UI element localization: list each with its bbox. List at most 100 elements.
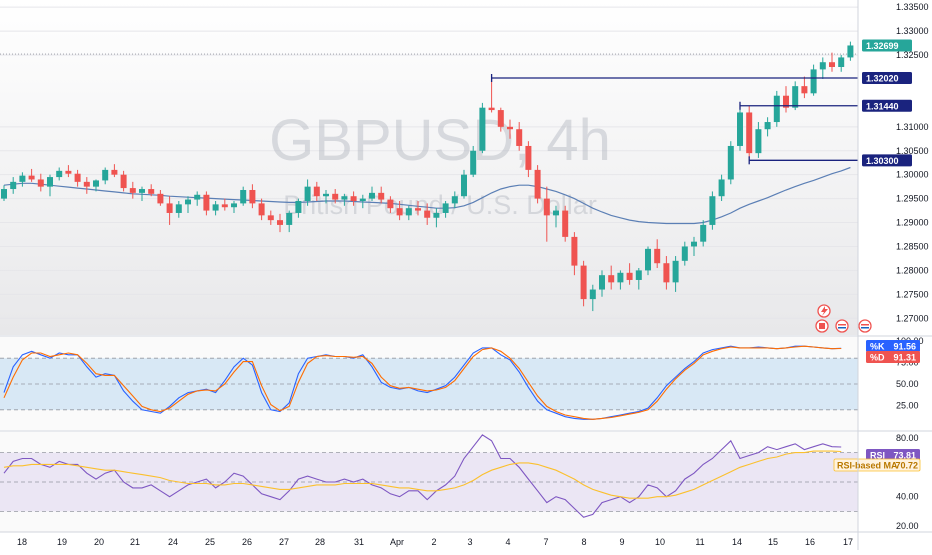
candle-body [838,57,845,67]
stochastic-pane[interactable] [0,337,858,430]
candle [286,210,293,233]
candle-body [313,186,320,197]
candle-body [599,275,605,290]
date-tick-label: 31 [354,537,364,547]
date-tick-label: 25 [205,537,215,547]
indicator-legend-box [866,351,920,363]
candle-body [323,193,329,197]
lightning-icon[interactable] [817,304,831,318]
candle [83,177,90,194]
indicator-legend-box [866,449,920,461]
stochastic-band [0,357,858,411]
candle [525,141,532,178]
time-axis[interactable]: 18 19 20 21 24 25 26 27 28 31 Apr 2 3 4 7 8 9 10 11 14 15 16 1… [17,537,853,547]
date-tick-label: 3 [467,537,472,547]
indicator-legend-key: %D [870,353,885,363]
candle [553,205,559,228]
candle [810,64,817,96]
candle-body [663,263,670,283]
price-tick-label: 1.27000 [896,313,929,323]
candle-body [405,208,412,216]
candle-body [718,179,725,197]
candle [681,241,688,266]
candle [47,174,53,197]
stochastic-lines [3,345,842,420]
current-price-tag-box [862,39,912,52]
candle-body [102,169,109,181]
candle-body [635,270,642,280]
candle [221,198,228,211]
candle [608,265,615,290]
candle [332,189,339,204]
candle-body [727,145,734,180]
candle [461,169,467,199]
date-tick-label: 27 [279,537,289,547]
candle-body [332,193,339,200]
price-pane[interactable]: GBPUSD, 4h British Pound / U.S. Dollar [0,0,872,335]
date-tick-label: 28 [315,537,325,547]
candle [645,246,651,276]
candle-body [359,198,366,201]
candle [424,203,431,225]
level-price-tag: 1.31440 [862,99,912,112]
candle [203,191,210,216]
candle [267,210,274,225]
candle [442,201,449,218]
candle [295,198,302,218]
candle-body [470,150,477,175]
candle-body [19,175,26,182]
candle-body [534,169,541,199]
price-tick-label: 1.28000 [896,265,929,275]
indicator-legend-value: 73.81 [893,451,916,461]
candle [194,191,201,206]
events-icons[interactable] [815,319,872,333]
candle-body [120,174,127,189]
candle-body [543,198,550,216]
candle [148,184,155,197]
level-lines[interactable] [490,74,858,165]
price-tick-label: 1.33000 [896,26,929,36]
candle [37,173,44,192]
candle [65,165,72,178]
rsi-tick-label: 20.00 [896,521,919,531]
current-price-tag: 1.32699 [862,39,912,52]
date-tick-label: 24 [168,537,178,547]
candle-body [378,192,385,200]
candle [304,179,311,206]
candle-body [65,170,72,174]
price-tick-label: 1.30000 [896,170,929,180]
level-price-tag-text: 1.31440 [866,101,899,111]
price-grid [0,6,858,319]
price-tags: 1.32699 1.32020 1.31440 1.30300 %K 91.56 %D 91.… [833,39,921,472]
rsi-pane[interactable] [0,432,858,532]
date-tick-label: 16 [805,537,815,547]
candle-body [507,126,513,130]
candle [139,186,145,201]
candle [359,194,366,209]
indicator-legend: %K 91.56 [866,340,920,352]
candle [691,236,697,257]
candle [258,198,265,221]
candle [313,181,320,201]
candle-body [571,236,578,266]
candle-body [286,212,293,225]
candle-body [451,196,458,204]
candle-body [626,272,633,280]
candle-body [801,86,808,94]
date-tick-label: 21 [130,537,140,547]
candle [369,186,375,201]
candle [129,181,136,199]
candle-body [819,62,826,70]
candle-body [755,129,762,154]
candle-body [277,220,283,225]
level-price-tag: 1.30300 [862,154,912,167]
rsi-tick-label: 40.00 [896,492,919,502]
date-tick-label: 20 [94,537,104,547]
rsi-lines [3,434,842,518]
candle-body [10,181,17,190]
candle-body [645,248,651,271]
candle [378,186,385,204]
